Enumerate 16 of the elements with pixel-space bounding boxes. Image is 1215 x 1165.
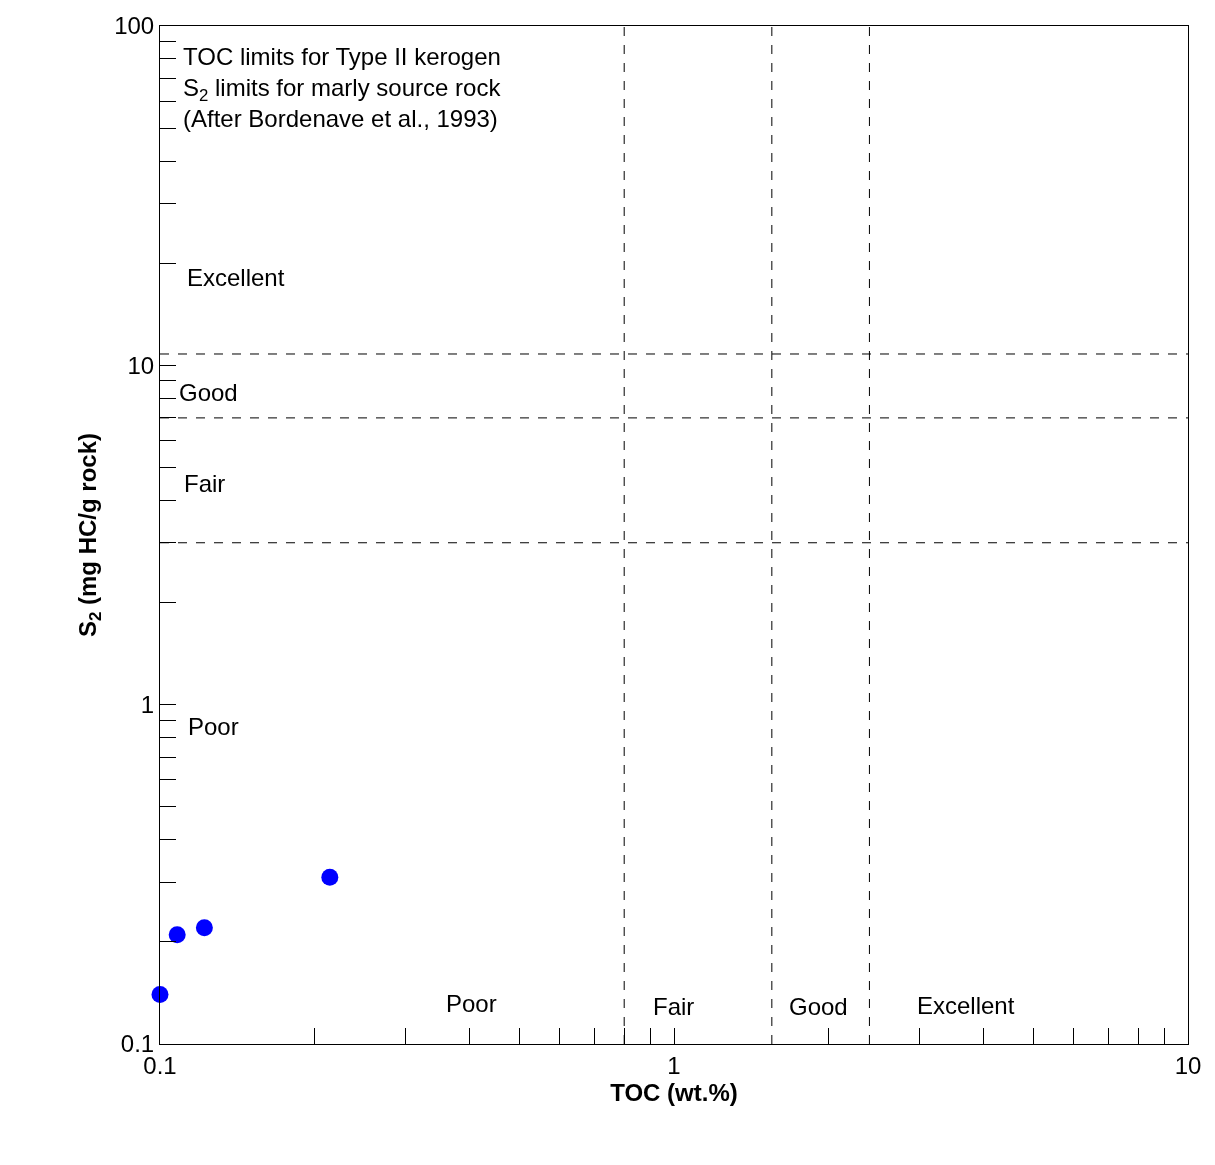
annotation: Good (789, 993, 848, 1020)
annotation: Excellent (187, 264, 285, 291)
x-axis-title: TOC (wt.%) (610, 1078, 738, 1106)
annotation: Good (179, 379, 238, 406)
annotation: Fair (653, 993, 695, 1020)
x-tick-label: 1 (667, 1051, 681, 1079)
y-tick-label: 0.1 (120, 1030, 155, 1058)
annotation: Poor (446, 990, 497, 1017)
annotation: TOC limits for Type II kerogen S$_{2}$ limits for marly source rock (After Bordenave et al., 1993) (183, 43, 502, 133)
annotation: Excellent (917, 992, 1015, 1019)
annotation: Fair (184, 470, 226, 497)
x-tick-label: 10 (1174, 1051, 1202, 1079)
y-tick-label: 10 (127, 351, 155, 379)
annotation: Poor (188, 713, 239, 740)
y-tick-label: 1 (140, 691, 155, 719)
y-tick-label: 100 (114, 12, 155, 40)
